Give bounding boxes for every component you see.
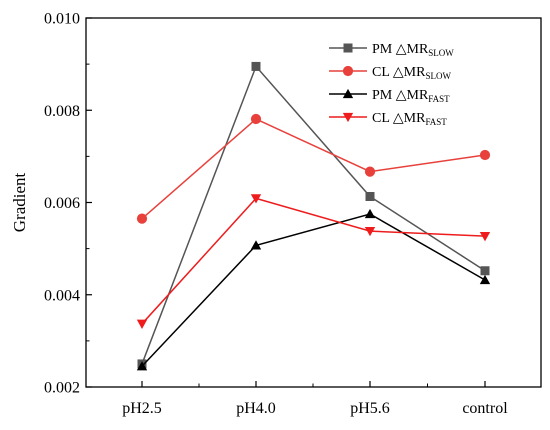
legend-label-subscript: SLOW [428,48,454,58]
legend-label-main: PM △MR [372,42,429,57]
legend-item: CL △MRSLOW [329,65,451,81]
y-tick-label: 0.002 [44,380,80,397]
series-layer [136,61,491,371]
data-point [364,226,376,237]
data-point [479,232,491,242]
legend-label: PM △MRFAST [372,88,450,104]
data-point [479,149,491,161]
legend-label-subscript: FAST [425,117,447,127]
data-point [365,192,375,202]
data-point [250,113,262,125]
data-point [136,319,148,329]
legend-label-main: CL △MR [372,65,426,80]
series-3 [136,208,491,371]
legend-item: PM △MRSLOW [329,42,454,58]
x-tick-label: pH4.0 [236,400,276,417]
legend-swatch-marker [343,43,353,53]
legend-label: PM △MRSLOW [372,42,454,58]
legend-item: PM △MRFAST [329,88,450,104]
legend-label: CL △MRFAST [372,111,447,127]
data-point [250,194,262,204]
data-point [479,274,491,285]
data-point [136,361,148,371]
legend-label-subscript: FAST [428,94,450,104]
data-point [136,213,148,224]
legend-swatch-marker [342,65,354,77]
y-tick-label: 0.008 [44,103,80,120]
series-line [141,213,486,367]
x-tick-label: pH2.5 [122,400,162,417]
x-axis: pH2.5 pH4.0 pH5.6 control [122,381,508,417]
series-line [141,197,486,325]
x-tick-label: control [462,400,508,417]
legend-swatch-marker [342,88,354,99]
series-line [141,118,486,220]
legend-item: CL △MRFAST [329,111,447,127]
data-point [364,208,376,219]
legend-label-main: CL △MR [372,111,426,126]
series-4 [136,194,491,329]
series-2 [136,113,491,224]
legend-label: CL △MRSLOW [372,65,451,81]
y-axis-label: Gradient [10,172,29,232]
data-point [250,240,262,250]
x-tick-label: pH5.6 [350,400,390,417]
y-axis: 0.002 0.004 0.006 0.008 0.010 [44,11,92,397]
legend-swatch-marker [342,112,354,123]
y-tick-label: 0.010 [44,11,80,28]
data-point [364,166,376,177]
data-point [251,61,261,71]
legend-label-main: PM △MR [372,88,429,103]
y-tick-label: 0.004 [44,287,80,304]
legend-label-subscript: SLOW [425,71,451,81]
y-tick-label: 0.006 [44,195,80,212]
data-point [480,266,490,276]
